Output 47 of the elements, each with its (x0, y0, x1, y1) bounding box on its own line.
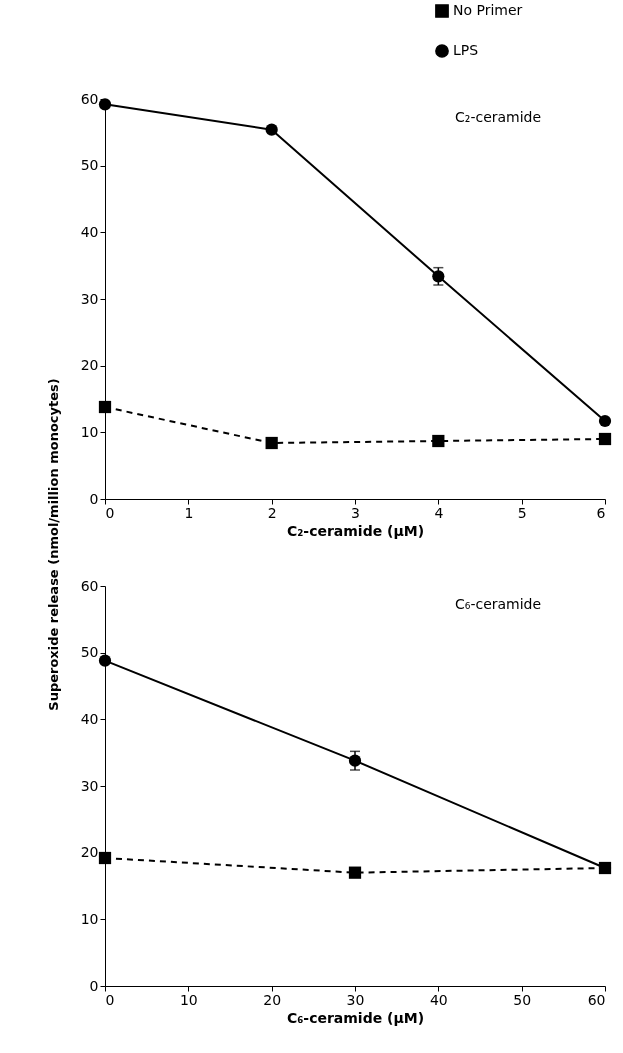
legend-label: No Primer (453, 2, 523, 18)
x-tick-label: 4 (434, 504, 444, 521)
y-axis-title: Superoxide release (nmol/million monocytes) (45, 378, 61, 711)
x-tick-label: 6 (596, 504, 606, 521)
point (348, 754, 362, 767)
x-tick-label: 5 (517, 504, 527, 521)
x-tick-label: 50 (513, 991, 532, 1008)
point (432, 270, 445, 283)
y-tick-label: 50 (80, 157, 99, 174)
point (348, 866, 362, 879)
x-tick-label: 40 (429, 991, 448, 1008)
y-tick-label: 20 (80, 357, 99, 374)
annotation: C₂-ceramide (455, 109, 542, 125)
y-tick-label: 10 (80, 423, 99, 440)
y-tick-label: 30 (80, 290, 99, 307)
y-tick-label: 20 (80, 844, 99, 861)
y-tick-label: 60 (80, 90, 99, 107)
point (98, 851, 112, 865)
y-tick-label: 40 (80, 223, 99, 240)
x-tick-label: 1 (184, 504, 194, 521)
y-tick-label: 10 (80, 910, 99, 927)
y-tick-label: 50 (80, 644, 99, 661)
y-tick-label: 0 (89, 977, 99, 994)
x-axis-title: C₂-ceramide (μM) (286, 522, 425, 539)
x-tick-label: 60 (587, 991, 606, 1008)
x-tick-label: 10 (179, 991, 198, 1008)
point (98, 654, 112, 667)
point (432, 434, 445, 448)
point (98, 400, 112, 414)
y-tick-label: 40 (80, 710, 99, 727)
point (598, 414, 612, 428)
point (265, 123, 278, 136)
x-tick-label: 20 (263, 991, 282, 1008)
x-tick-label: 0 (105, 991, 115, 1008)
point (598, 432, 612, 446)
point (265, 436, 278, 450)
point (98, 98, 112, 111)
y-tick-label: 60 (80, 577, 99, 594)
legend-label: LPS (453, 42, 479, 58)
x-tick-label: 0 (105, 504, 115, 521)
y-tick-label: 30 (80, 777, 99, 794)
x-axis-title: C₆-ceramide (μM) (286, 1009, 425, 1026)
annotation: C₆-ceramide (455, 596, 542, 612)
x-tick-label: 3 (351, 504, 360, 521)
y-tick-label: 0 (89, 490, 99, 507)
x-tick-label: 30 (346, 991, 365, 1008)
x-tick-label: 2 (267, 504, 277, 521)
